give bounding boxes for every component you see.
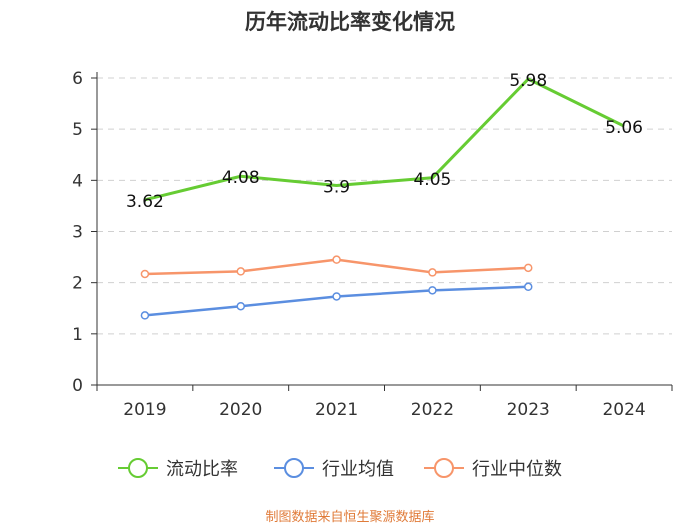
legend-label-行业中位数: 行业中位数 [472,459,562,480]
x-tick-label-2022: 2022 [411,400,454,420]
data-point-行业均值 [428,286,437,295]
grid-lines [97,77,672,335]
y-tick-label: 0 [72,376,83,396]
series-line-流动比率 [144,77,625,202]
data-labels: 3.62 4.08 3.9 4.05 5.98 5.06 [126,71,643,212]
data-label: 4.08 [222,168,260,188]
data-point-行业均值 [236,301,245,311]
data-point-行业中位数 [428,268,437,277]
x-tick-label-2021: 2021 [315,400,358,420]
data-label: 5.06 [605,118,643,138]
legend-marker-行业均值 [284,458,304,478]
y-tick-label: 1 [72,325,83,345]
axes: 0 1 2 3 4 5 6 2019 2020 2021 2022 2023 2024 [72,69,673,420]
data-label: 3.62 [126,192,164,212]
x-tick-label-2019: 2019 [123,400,166,420]
data-point-行业均值 [140,311,150,320]
x-tick-label-2024: 2024 [602,400,645,420]
data-point-行业均值 [524,282,533,292]
legend-label-流动比率: 流动比率 [166,459,238,480]
y-tick-label: 6 [72,69,83,89]
series [140,77,625,320]
data-label: 3.9 [323,177,350,197]
x-tick-label-2020: 2020 [219,400,262,420]
y-tick-label: 3 [72,223,83,243]
data-label: 5.98 [509,71,547,91]
legend-label-行业均值: 行业均值 [322,459,394,480]
legend-marker-行业中位数 [434,458,454,478]
data-point-行业中位数 [524,263,533,273]
data-point-行业中位数 [236,267,245,276]
legend: 流动比率 行业均值 行业中位数 [118,458,562,480]
chart-title: 历年流动比率变化情况 [245,10,455,34]
y-tick-label: 5 [72,120,83,140]
series-line-行业均值 [144,285,529,317]
data-label: 4.05 [413,170,451,190]
data-point-行业均值 [332,292,341,301]
y-tick-label: 2 [72,274,83,294]
y-tick-label: 4 [72,171,83,191]
legend-marker-流动比率 [128,458,148,478]
data-point-行业中位数 [140,269,150,279]
x-tick-label-2023: 2023 [507,400,550,420]
data-point-行业中位数 [332,255,341,264]
source-note: 制图数据来自恒生聚源数据库 [265,510,435,525]
